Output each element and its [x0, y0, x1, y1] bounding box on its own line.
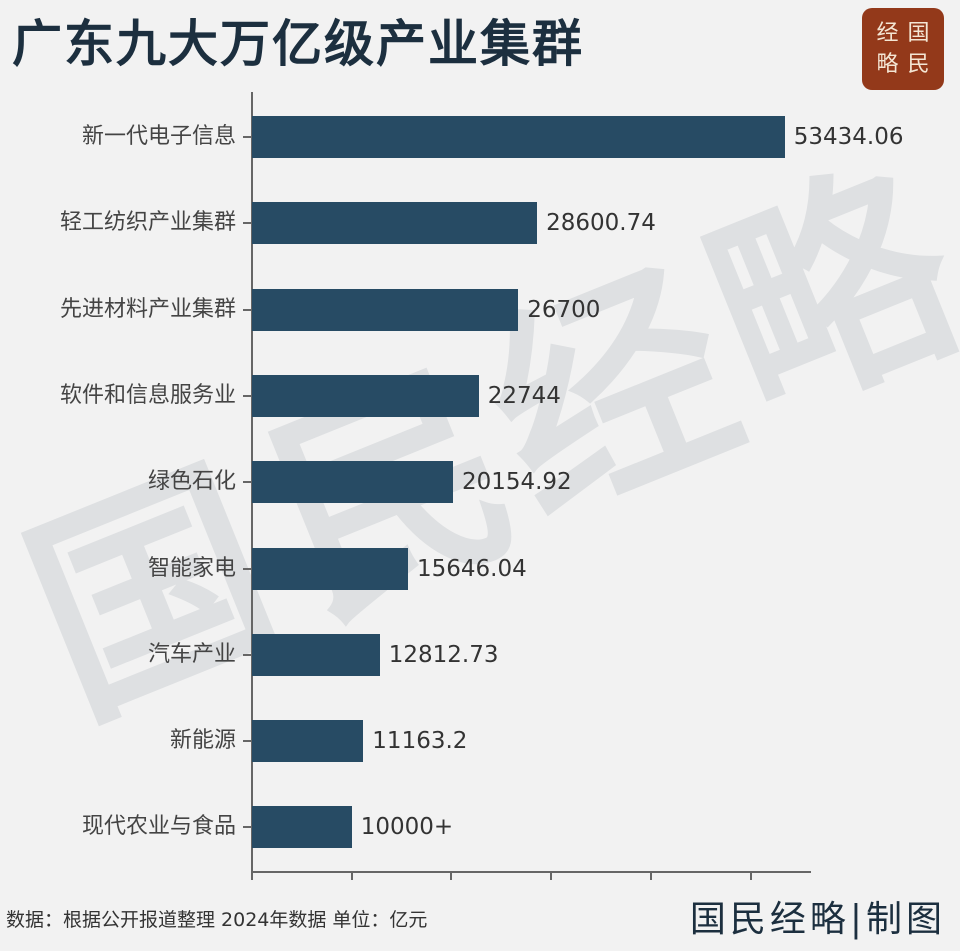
x-axis-tick: [749, 872, 752, 880]
bar: [252, 461, 453, 504]
bar-row: 轻工纺织产业集群 28600.74: [0, 202, 960, 245]
bar: [252, 288, 519, 331]
value-label: 11163.2: [372, 728, 468, 755]
bar-row: 汽车产业 12812.73: [0, 633, 960, 676]
category-label: 绿色石化: [147, 469, 236, 495]
badge-char: 经: [876, 20, 899, 46]
bar: [252, 547, 408, 590]
badge-char: 国: [907, 20, 930, 46]
bar: [252, 374, 479, 417]
category-label: 软件和信息服务业: [59, 382, 236, 408]
value-label: 53434.06: [793, 124, 904, 150]
chart-title: 广东九大万亿级产业集群: [12, 15, 584, 73]
x-axis-tick: [649, 872, 652, 880]
category-label: 现代农业与食品: [81, 814, 236, 840]
bar-row: 先进材料产业集群 26700: [0, 288, 960, 331]
value-label: 15646.04: [416, 555, 527, 582]
category-label: 先进材料产业集群: [59, 296, 236, 322]
y-axis-tick: [243, 653, 251, 656]
y-axis-tick: [243, 394, 251, 397]
category-label: 智能家电: [147, 555, 236, 581]
data-source-note: 数据：根据公开报道整理 2024年数据 单位：亿元: [6, 909, 428, 931]
value-label: 12812.73: [388, 641, 499, 668]
footer-brand-signature: 国民经略|制图: [689, 899, 946, 940]
x-axis-line: [251, 871, 811, 873]
y-axis-tick: [243, 567, 251, 570]
value-label: 28600.74: [546, 210, 656, 237]
category-label: 新能源: [169, 728, 236, 754]
value-label: 20154.92: [461, 469, 572, 496]
bar-row: 绿色石化 20154.92: [0, 461, 960, 504]
x-axis-tick: [550, 872, 553, 880]
x-axis-tick: [450, 872, 453, 880]
y-axis-tick: [243, 136, 251, 138]
bar-row: 智能家电 15646.04: [0, 547, 960, 590]
badge-char: 民: [907, 51, 930, 77]
badge-char: 略: [876, 51, 899, 77]
y-axis-tick: [243, 481, 251, 484]
bar-row: 新一代电子信息 53434.06: [0, 116, 960, 158]
bar-row: 新能源 11163.2: [0, 720, 960, 763]
value-label: 10000+: [360, 814, 454, 841]
y-axis-tick: [243, 308, 251, 311]
x-axis-tick: [251, 872, 253, 880]
bar: [252, 116, 785, 158]
bar: [252, 720, 364, 763]
y-axis-tick: [243, 222, 251, 225]
category-label: 新一代电子信息: [81, 124, 236, 149]
category-label: 汽车产业: [147, 641, 236, 667]
category-label: 轻工纺织产业集群: [59, 210, 236, 236]
bar: [252, 806, 352, 849]
value-label: 22744: [487, 382, 561, 409]
bar: [252, 202, 538, 245]
y-axis-tick: [243, 740, 251, 743]
bar-row: 软件和信息服务业 22744: [0, 374, 960, 417]
bar-row: 现代农业与食品 10000+: [0, 806, 960, 849]
bar: [252, 633, 380, 676]
x-axis-tick: [350, 872, 353, 880]
y-axis-tick: [243, 826, 251, 829]
brand-logo-badge: 经 国 略 民: [862, 8, 944, 90]
bar-chart: 新一代电子信息 53434.06 轻工纺织产业集群 28600.74 先进材料产业集群 2…: [0, 92, 960, 880]
value-label: 26700: [527, 296, 601, 323]
